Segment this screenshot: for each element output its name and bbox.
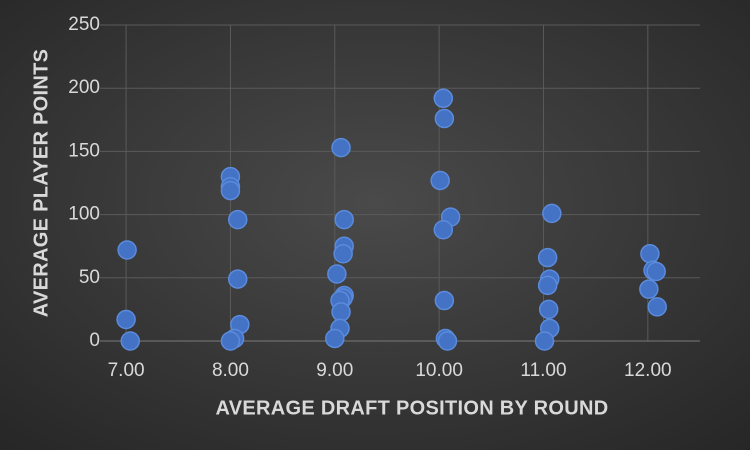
point (227, 269, 248, 289)
y-axis-title: AVERAGE PLAYER POINTS (30, 49, 52, 318)
point (542, 203, 562, 224)
point (117, 240, 137, 260)
point (220, 180, 241, 201)
point (227, 209, 248, 230)
y-tick-label: 200 (68, 77, 100, 98)
x-axis-title: AVERAGE DRAFT POSITION BY ROUND (215, 397, 608, 419)
x-tick-label: 11.00 (520, 360, 566, 381)
x-tick-label: 12.00 (624, 360, 672, 381)
point (433, 88, 454, 109)
point (434, 290, 455, 311)
x-tick-label: 8.00 (212, 360, 249, 381)
point (120, 331, 141, 351)
point (333, 244, 353, 264)
point (537, 247, 558, 268)
point (331, 302, 351, 322)
x-tick-label: 7.00 (108, 360, 145, 381)
point (220, 331, 241, 351)
point (331, 137, 351, 158)
x-tick-label: 10.00 (415, 360, 463, 381)
point (640, 244, 660, 264)
point (433, 220, 454, 240)
point (534, 331, 555, 351)
x-tick-label: 9.00 (316, 360, 353, 381)
y-tick-label: 150 (68, 140, 100, 161)
point (639, 279, 659, 299)
point (430, 170, 450, 191)
y-tick-label: 100 (68, 204, 100, 225)
point (325, 328, 345, 349)
point (437, 331, 458, 351)
point (434, 108, 455, 129)
point (646, 261, 666, 282)
point (327, 264, 347, 284)
point (116, 309, 136, 330)
point (538, 299, 559, 320)
point (647, 297, 667, 317)
y-tick-label: 250 (68, 14, 100, 35)
y-tick-label: 0 (89, 330, 100, 351)
y-tick-label: 50 (79, 267, 100, 288)
point (537, 275, 558, 296)
point (334, 209, 354, 230)
